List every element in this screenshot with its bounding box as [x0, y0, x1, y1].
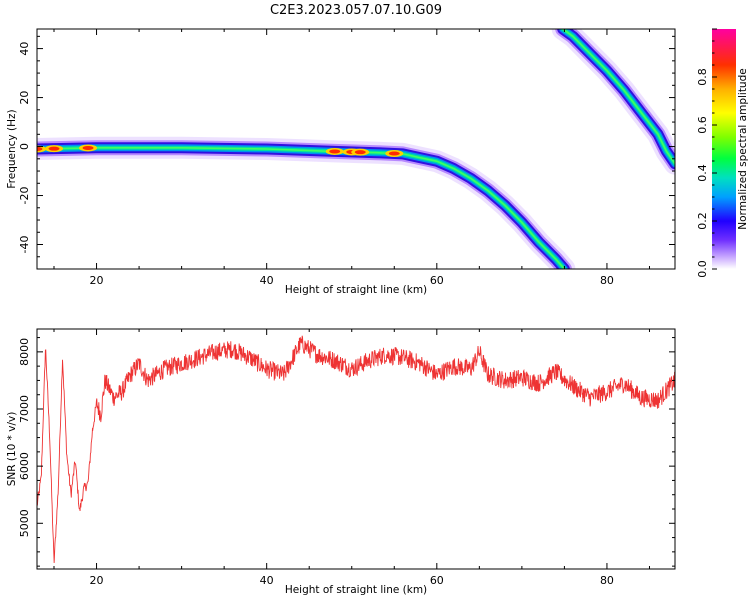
- colorbar-tick-label: 0.6: [696, 116, 709, 134]
- spectrogram-y-tick-label: 0: [18, 143, 31, 150]
- spectrogram-y-tick-label: -40: [18, 236, 31, 254]
- spectrogram-x-tick-label: 60: [430, 274, 444, 287]
- snr-x-tick-label: 40: [260, 574, 274, 587]
- spectrogram-hotspot-core: [354, 150, 366, 155]
- colorbar-label: Normalized spectral amplitude: [737, 68, 749, 229]
- spectrogram-trace-0-band: [37, 144, 568, 269]
- snr-y-tick-label: 6000: [18, 452, 31, 480]
- snr-x-axis-label: Height of straight line (km): [285, 584, 427, 596]
- spectrogram-hotspot-core: [48, 146, 60, 151]
- spectrogram-trace-0-band: [37, 140, 572, 269]
- snr-series-line: [37, 335, 675, 563]
- snr-panel: 20 40 60 80 5000 6000 7000 8000 Height of strai…: [6, 328, 676, 596]
- spectrogram-frame: [36, 28, 676, 270]
- colorbar-tick-label: 0.4: [696, 164, 709, 182]
- colorbar: 0.0 0.2 0.4 0.6 0.8 Normalized spectral ampl…: [696, 28, 749, 278]
- snr-y-tick-label: 5000: [18, 509, 31, 537]
- spectrogram-hotspot-core: [388, 151, 400, 156]
- snr-x-tick-label: 80: [600, 574, 614, 587]
- colorbar-tick-label: 0.2: [696, 212, 709, 230]
- snr-x-tick-label: 60: [430, 574, 444, 587]
- spectrogram-x-axis-label: Height of straight line (km): [285, 284, 427, 296]
- spectrogram-traces: [37, 29, 675, 269]
- snr-y-tick-label: 8000: [18, 338, 31, 366]
- spectrogram-trace-0-band: [37, 142, 570, 269]
- spectrogram-x-tick-label: 80: [600, 274, 614, 287]
- spectrogram-x-tick-label: 40: [260, 274, 274, 287]
- figure-title: C2E3.2023.057.07.10.G09: [270, 3, 442, 18]
- spectrogram-hotspot-core: [329, 149, 341, 154]
- spectrogram-hotspot-core: [37, 147, 43, 151]
- snr-frame: [36, 328, 676, 570]
- spectrogram-trace-0-band: [37, 145, 567, 269]
- snr-y-tick-label: 7000: [18, 395, 31, 423]
- colorbar-tick-label: 0.0: [696, 260, 709, 278]
- spectrogram-trace-0-band: [37, 147, 566, 269]
- spectrogram-trace-0-band: [37, 136, 576, 269]
- spectrogram-y-tick-label: 20: [18, 91, 31, 105]
- colorbar-tick-label: 0.8: [696, 68, 709, 86]
- spectrogram-y-axis-label: Frequency (Hz): [6, 109, 18, 188]
- snr-ticks: 20 40 60 80 5000 6000 7000 8000: [18, 329, 675, 587]
- snr-x-tick-label: 20: [90, 574, 104, 587]
- colorbar-gradient: [712, 29, 736, 269]
- snr-y-axis-label: SNR (10 * v/v): [6, 412, 18, 487]
- spectrogram-hotspot-core: [82, 145, 94, 150]
- spectrogram-y-tick-label: 40: [18, 42, 31, 56]
- spectrogram-ticks: 20 40 60 80 -40 -20 0 20 40: [18, 29, 675, 287]
- colorbar-ticks: 0.0 0.2 0.4 0.6 0.8: [696, 28, 717, 278]
- spectrogram-panel: 20 40 60 80 -40 -20 0 20 40 Height of straight l…: [6, 28, 676, 296]
- spectrogram-x-tick-label: 20: [90, 274, 104, 287]
- spectrogram-y-tick-label: -20: [18, 187, 31, 205]
- spectrogram-trace-1-band: [561, 29, 675, 165]
